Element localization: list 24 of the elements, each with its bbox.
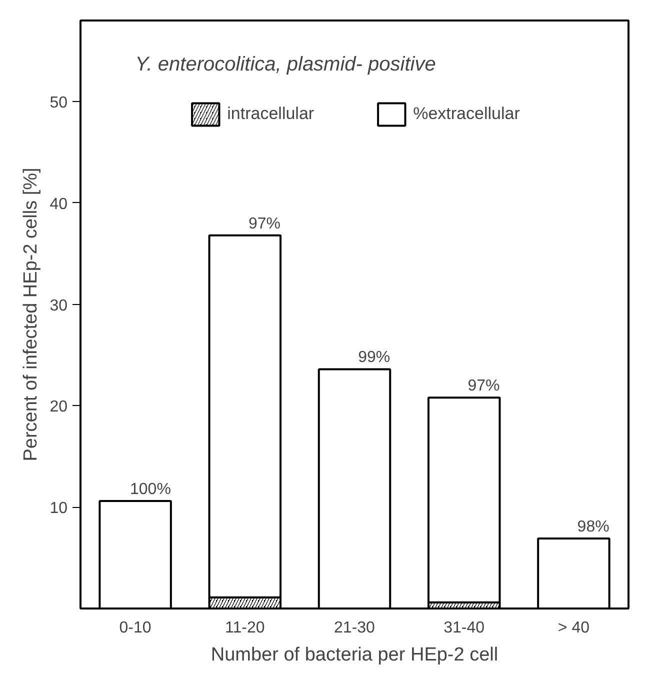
legend-label: %extracellular [413,104,520,124]
x-tick-label: > 40 [558,620,590,636]
annotation: 99% [358,349,390,366]
text: Y. enterocolitica, plasmid- positive [135,54,436,76]
x-tick-label: 21-30 [334,620,376,636]
x-tick-label: 31-40 [444,620,485,636]
bar [98,500,172,608]
annotation: 98% [577,518,610,536]
legend-label: intracellular [227,104,314,124]
x-tick-label: 11-20 [225,620,265,636]
y-tick-label: 20 [50,398,68,416]
x-tick-label: 0-10 [119,620,152,636]
y-tick-label: 10 [50,500,68,518]
annotation: 97% [248,215,281,232]
x-axis-title: Number of bacteria per HEp-2 cell [210,644,498,666]
bar [537,538,610,608]
y-tick-label: 50 [50,94,68,112]
y-axis-title: Percent of infected HEp-2 cells [%] [20,168,42,462]
y-tick-label: 30 [50,297,68,314]
bar [318,368,392,608]
y-tick-label: 40 [50,196,68,213]
bar [427,396,501,604]
annotation: 100% [130,481,171,498]
annotation: 97% [468,378,500,395]
